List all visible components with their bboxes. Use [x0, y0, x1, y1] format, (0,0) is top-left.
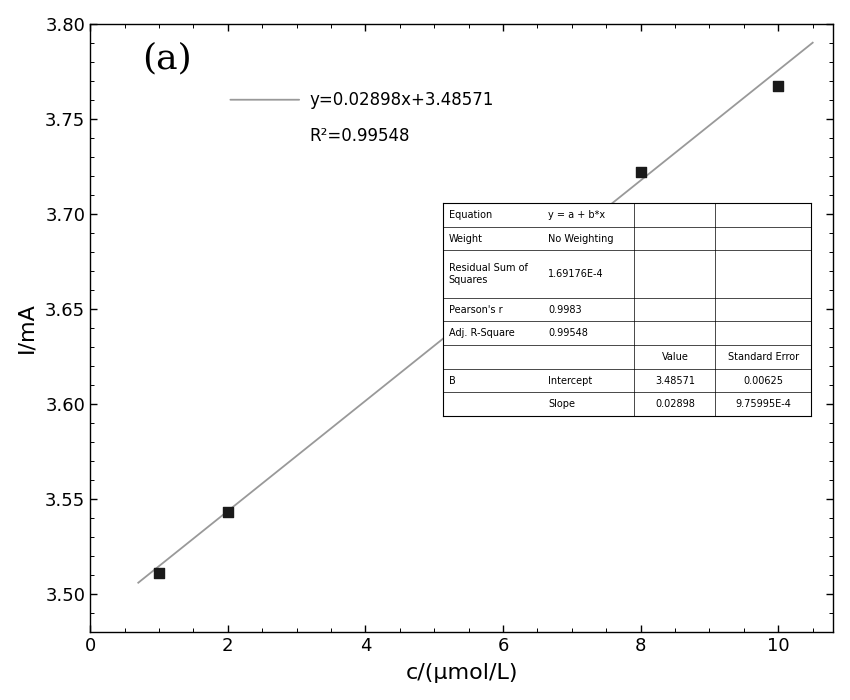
Text: R²=0.99548: R²=0.99548: [309, 127, 410, 145]
Point: [152, 568, 166, 579]
Point: [772, 80, 785, 92]
Text: (a): (a): [142, 42, 192, 76]
Point: [221, 507, 235, 518]
Point: [496, 275, 510, 286]
Point: [634, 167, 648, 178]
X-axis label: c/(μmol/L): c/(μmol/L): [405, 664, 518, 683]
Y-axis label: I/mA: I/mA: [17, 302, 37, 354]
Text: y=0.02898x+3.48571: y=0.02898x+3.48571: [309, 91, 494, 108]
